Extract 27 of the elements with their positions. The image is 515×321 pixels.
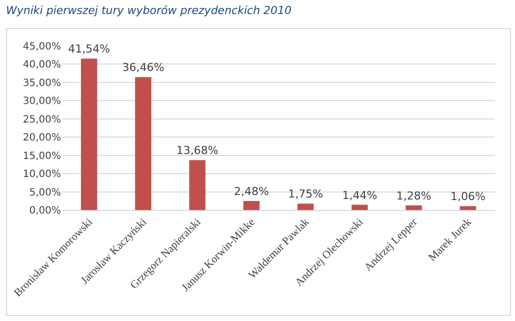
y-tick-label: 10,00% [22, 169, 61, 180]
y-tick-label: 0,00% [29, 206, 61, 216]
y-tick-label: 5,00% [29, 187, 61, 198]
y-tick-label: 20,00% [22, 132, 61, 144]
chart-title: Wyniki pierwszej tury wyborów prezydenckich 2010 [6, 4, 292, 17]
bar [460, 206, 476, 210]
data-label: 1,06% [450, 190, 486, 204]
bar [352, 204, 368, 210]
data-label: 1,28% [396, 189, 432, 202]
bar [135, 77, 152, 210]
y-tick-label: 30,00% [22, 96, 61, 108]
bar [297, 204, 314, 210]
y-tick-label: 35,00% [22, 78, 61, 89]
y-tick-label: 40,00% [22, 60, 61, 71]
data-label: 1,44% [342, 188, 378, 202]
y-tick-label: 15,00% [22, 150, 61, 162]
data-label: 2,48% [234, 184, 269, 198]
bar [243, 200, 260, 210]
data-label: 1,75% [288, 188, 324, 201]
data-label: 41,54% [68, 42, 110, 56]
bar [189, 160, 206, 210]
bar [80, 58, 98, 210]
bar [406, 205, 422, 210]
data-label: 13,68% [176, 144, 218, 158]
y-tick-label: 25,00% [22, 114, 61, 126]
y-tick-label: 45,00% [22, 42, 61, 52]
data-label: 36,46% [122, 61, 164, 74]
